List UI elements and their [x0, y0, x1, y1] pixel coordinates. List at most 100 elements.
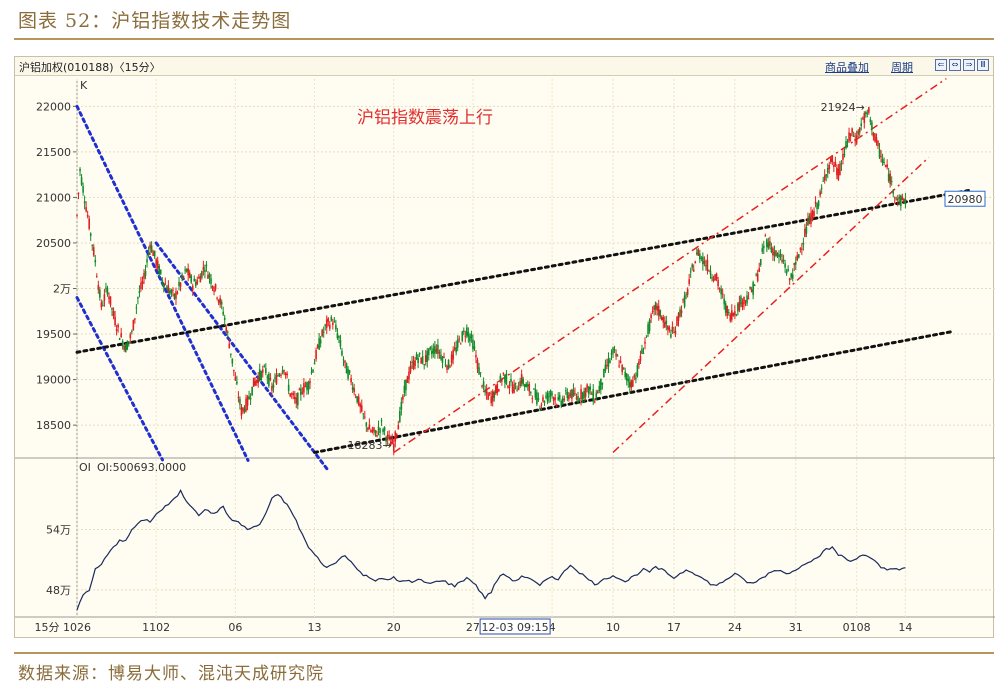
nav-left-button[interactable]: ⇐: [935, 59, 947, 71]
candle-body: [345, 363, 348, 374]
candle-body: [379, 428, 381, 433]
candle-body: [295, 397, 298, 404]
candle-body: [307, 381, 310, 391]
candle-body: [561, 397, 564, 404]
nav-right-button[interactable]: ⇒: [963, 59, 975, 71]
candle-body: [746, 295, 748, 304]
candle-body: [447, 359, 450, 369]
candle-body: [660, 316, 663, 321]
candle-body: [175, 291, 177, 299]
candle-body: [313, 362, 316, 365]
candle-body: [380, 420, 383, 422]
candle-body: [534, 389, 537, 398]
candle-body: [546, 392, 549, 402]
candle-body: [600, 378, 602, 390]
candle-body: [673, 332, 675, 334]
nav-both-button[interactable]: ⇔: [949, 59, 961, 71]
candle-body: [473, 346, 476, 350]
candle-body: [648, 319, 651, 331]
candle-body: [234, 377, 237, 381]
candle-body: [569, 392, 572, 397]
candle-body: [889, 173, 891, 185]
candle-body: [414, 360, 416, 366]
candle-body: [268, 373, 270, 386]
candle-body: [400, 401, 403, 410]
candle-body: [845, 141, 847, 149]
candle-body: [842, 153, 844, 160]
candle-body: [193, 278, 196, 282]
nav-bars-button[interactable]: Ⅲ: [977, 59, 989, 71]
candle-body: [737, 303, 739, 312]
candle-body: [761, 248, 764, 252]
candle-body: [566, 392, 569, 399]
candle-body: [548, 396, 550, 398]
candle-body: [449, 366, 451, 368]
candle-body: [802, 242, 805, 245]
candle-body: [887, 173, 890, 181]
time-unit-label: 15分: [35, 621, 60, 634]
source-rule: [14, 652, 994, 654]
candle-body: [836, 167, 838, 176]
candle-body: [628, 382, 631, 388]
overlay-link[interactable]: 商品叠加: [825, 61, 869, 74]
candle-body: [883, 161, 885, 163]
candles: [76, 106, 907, 456]
candle-body: [239, 398, 241, 405]
candle-body: [555, 404, 558, 406]
candle-body: [156, 260, 159, 269]
black-trendline: [313, 329, 955, 454]
candle-body: [831, 155, 834, 163]
candle-body: [695, 252, 698, 254]
candle-body: [549, 390, 552, 397]
candle-body: [874, 133, 876, 142]
candle-body: [386, 434, 389, 440]
blue-trendline: [154, 241, 329, 471]
candle-body: [143, 273, 145, 279]
candle-body: [217, 299, 220, 303]
candle-body: [155, 259, 157, 266]
candle-body: [100, 302, 103, 308]
candle-body: [735, 314, 738, 316]
red-trendline: [612, 156, 930, 453]
candle-body: [467, 331, 470, 337]
time-tick-label: 31: [789, 621, 803, 634]
candle-body: [293, 396, 296, 400]
candle-body: [516, 390, 518, 392]
candle-body: [115, 329, 118, 331]
candle-body: [124, 343, 127, 353]
candle-body: [491, 391, 494, 402]
candle-body: [261, 369, 264, 373]
candle-body: [478, 367, 480, 375]
candle-body: [420, 357, 422, 364]
candle-body: [82, 186, 84, 193]
time-tick-label: 27: [466, 621, 480, 634]
period-link[interactable]: 周期: [891, 61, 913, 74]
candle-body: [411, 361, 413, 363]
candle-body: [697, 249, 700, 256]
candle-body: [610, 353, 613, 355]
candle-body: [424, 355, 427, 362]
candle-body: [150, 245, 153, 252]
candle-body: [301, 392, 304, 394]
candle-body: [121, 340, 124, 347]
candle-body: [443, 356, 445, 358]
candle-body: [223, 317, 226, 321]
candle-body: [338, 335, 340, 339]
candle-body: [94, 259, 97, 263]
candle-body: [499, 375, 502, 382]
candle-body: [810, 212, 812, 224]
candle-body: [747, 298, 750, 300]
candle-body: [776, 253, 779, 257]
candle-body: [278, 374, 281, 376]
candle-body: [554, 397, 556, 400]
candle-body: [816, 203, 818, 210]
candle-body: [211, 286, 214, 290]
candle-body: [820, 187, 823, 189]
candle-body: [510, 379, 512, 383]
candle-body: [374, 430, 377, 433]
candle-body: [723, 298, 725, 305]
candle-body: [724, 303, 727, 313]
candle-body: [431, 350, 433, 355]
candle-body: [484, 391, 486, 393]
black-trendline: [75, 188, 974, 354]
